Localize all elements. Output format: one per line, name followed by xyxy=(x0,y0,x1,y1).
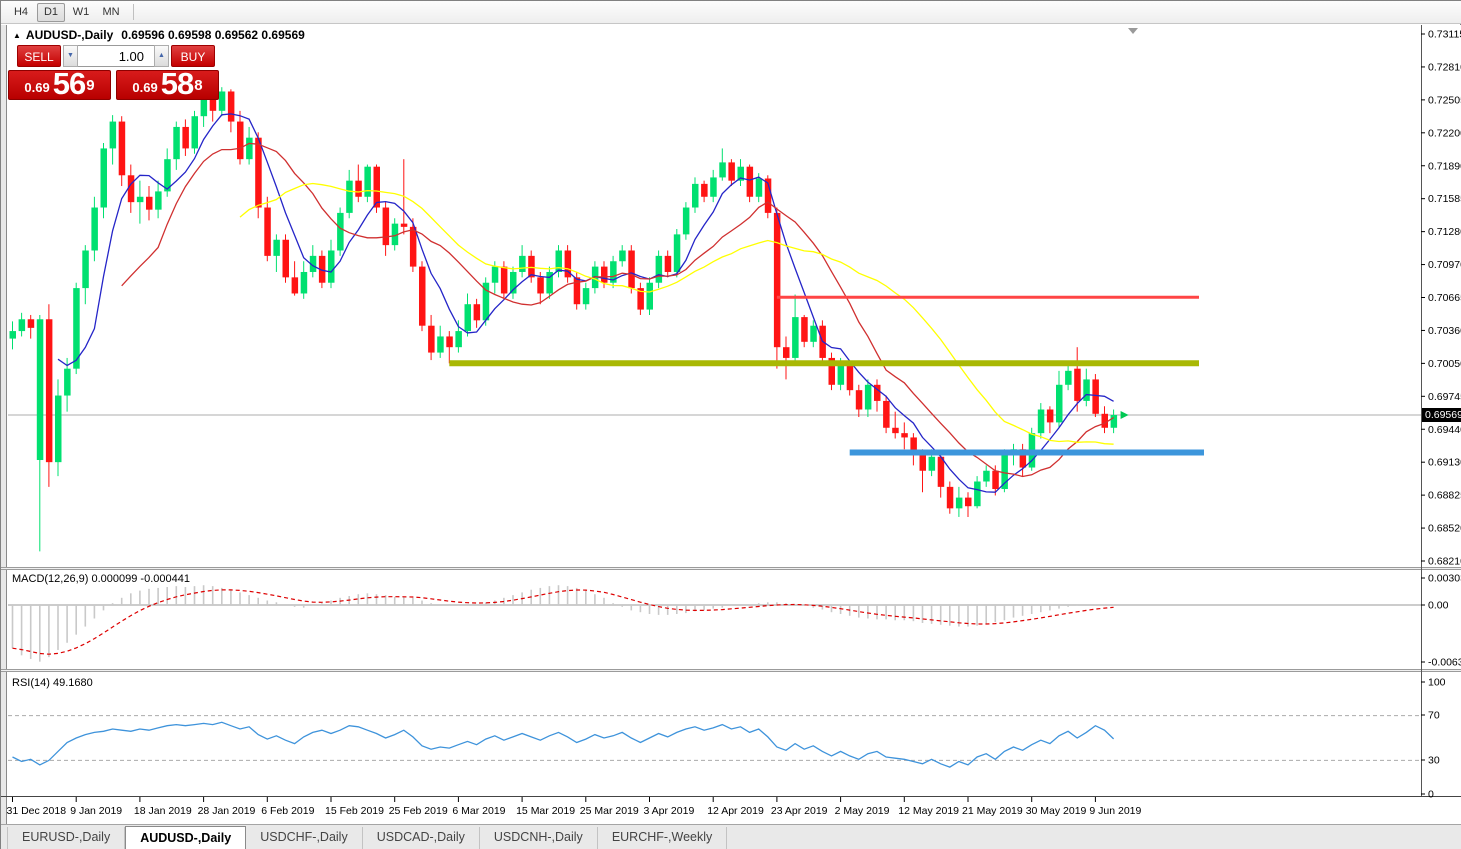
last-price-arrow-icon xyxy=(1120,410,1129,419)
date-axis-label: 12 Apr 2019 xyxy=(707,805,764,817)
sell-price-sup: 9 xyxy=(86,77,95,94)
timeframe-button-h4[interactable]: H4 xyxy=(13,5,29,18)
tab-audusd-daily[interactable]: AUDUSD-,Daily xyxy=(125,826,247,849)
price-axis-label: 0.68210 xyxy=(1428,556,1461,568)
date-axis-label: 6 Mar 2019 xyxy=(452,805,505,817)
tab-eurchf-weekly[interactable]: EURCHF-,Weekly xyxy=(598,827,728,849)
price-axis-line xyxy=(1421,25,1422,796)
macd-axis-label: 0.00 xyxy=(1428,600,1449,612)
date-axis-label: 9 Jun 2019 xyxy=(1089,805,1141,817)
price-axis-label: 0.73115 xyxy=(1428,29,1461,41)
price-axis-label: 0.68825 xyxy=(1428,490,1461,502)
sma-medium-line xyxy=(121,142,1114,478)
date-axis-label: 15 Feb 2019 xyxy=(325,805,384,817)
price-axis-label: 0.69745 xyxy=(1428,391,1461,403)
current-price-tag: 0.69569 xyxy=(1422,408,1461,422)
volume-increase-button[interactable]: ▲ xyxy=(154,45,169,67)
price-axis-label: 0.71585 xyxy=(1428,193,1461,205)
toolbar-separator xyxy=(133,4,134,20)
timeframe-button-d1[interactable]: D1 xyxy=(37,2,65,22)
chart-ohlc-values: 0.69596 0.69598 0.69562 0.69569 xyxy=(121,28,305,42)
tab-eurusd-daily[interactable]: EURUSD-,Daily xyxy=(7,827,126,849)
candles-layer xyxy=(9,87,1118,552)
macd-signal-line xyxy=(12,589,1114,655)
tab-usdchf-daily[interactable]: USDCHF-,Daily xyxy=(246,827,363,849)
tab-usdcad-daily[interactable]: USDCAD-,Daily xyxy=(363,827,480,849)
sma-slow-line xyxy=(239,182,1114,445)
timeframe-button-w1[interactable]: W1 xyxy=(72,5,90,18)
chart-tab-bar: EURUSD-,Daily AUDUSD-,Daily USDCHF-,Dail… xyxy=(1,824,1461,849)
date-axis-label: 30 May 2019 xyxy=(1026,805,1087,817)
date-axis-label: 12 May 2019 xyxy=(898,805,959,817)
tab-usdcnh-daily[interactable]: USDCNH-,Daily xyxy=(480,827,598,849)
date-axis-label: 21 May 2019 xyxy=(962,805,1023,817)
date-axis-label: 2 May 2019 xyxy=(835,805,890,817)
buy-price-big: 58 xyxy=(160,66,194,101)
date-axis-separator xyxy=(1,796,1461,797)
sell-price-prefix: 0.69 xyxy=(24,80,50,95)
pane-separator-macd[interactable] xyxy=(1,567,1461,570)
buy-price-prefix: 0.69 xyxy=(132,80,158,95)
date-axis-label: 28 Jan 2019 xyxy=(198,805,256,817)
price-axis-label: 0.70665 xyxy=(1428,292,1461,304)
rsi-axis-label: 30 xyxy=(1428,755,1440,767)
buy-button[interactable]: BUY xyxy=(171,45,215,67)
rsi-axis-label: 0 xyxy=(1428,789,1434,801)
macd-axis-label: -0.006311 xyxy=(1428,657,1461,669)
macd-axis-label: 0.003035 xyxy=(1428,573,1461,585)
macd-label: MACD(12,26,9) 0.000099 -0.000441 xyxy=(12,573,190,585)
date-axis-label: 6 Feb 2019 xyxy=(261,805,314,817)
buy-price-sup: 8 xyxy=(194,77,203,94)
pane-separator-rsi[interactable] xyxy=(1,669,1461,672)
timeframe-toolbar: H4 D1 W1 MN xyxy=(1,1,1461,24)
date-axis-label: 23 Apr 2019 xyxy=(771,805,828,817)
timeframe-button-mn[interactable]: MN xyxy=(102,5,120,18)
sell-button[interactable]: SELL xyxy=(17,45,61,67)
rsi-axis-label: 100 xyxy=(1428,677,1446,689)
date-axis-label: 9 Jan 2019 xyxy=(70,805,122,817)
rsi-axis-label: 70 xyxy=(1428,710,1440,722)
date-axis-label: 3 Apr 2019 xyxy=(644,805,695,817)
sell-price-big: 56 xyxy=(52,66,86,101)
rsi-line xyxy=(12,721,1115,768)
date-axis-label: 18 Jan 2019 xyxy=(134,805,192,817)
macd-histogram xyxy=(11,585,1115,662)
chart-shift-marker-icon[interactable] xyxy=(1128,28,1138,34)
chart-window xyxy=(1,25,1461,824)
buy-price-button[interactable]: 0.69 58 8 xyxy=(116,66,219,101)
date-axis-label: 31 Dec 2018 xyxy=(7,805,67,817)
volume-decrease-button[interactable]: ▼ xyxy=(63,45,78,67)
rsi-label: RSI(14) 49.1680 xyxy=(12,677,93,689)
chart-symbol-label: AUDUSD-,Daily xyxy=(25,28,114,42)
sell-price-button[interactable]: 0.69 56 9 xyxy=(8,66,111,101)
price-axis-label: 0.72505 xyxy=(1428,94,1461,106)
collapse-arrow-icon[interactable]: ▲ xyxy=(13,31,21,40)
date-axis-label: 15 Mar 2019 xyxy=(516,805,575,817)
date-axis-label: 25 Feb 2019 xyxy=(389,805,448,817)
date-axis-label: 25 Mar 2019 xyxy=(580,805,639,817)
volume-input[interactable] xyxy=(78,45,154,67)
chart-title: ▲ AUDUSD-,Daily 0.69596 0.69598 0.69562 0.… xyxy=(13,28,305,42)
